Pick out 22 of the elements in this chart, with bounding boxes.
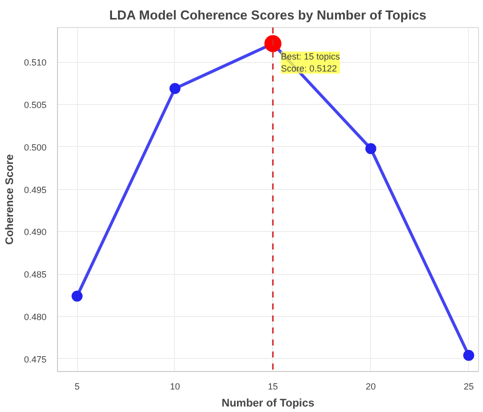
point xyxy=(264,35,282,52)
point xyxy=(169,83,180,94)
x-tick-label: 20 xyxy=(366,382,376,392)
y-axis-title: Coherence Score xyxy=(4,154,16,245)
x-axis-title: Number of Topics xyxy=(222,398,314,410)
x-tick-label: 10 xyxy=(170,382,180,392)
x-tick-label: 15 xyxy=(268,382,278,392)
y-tick-label: 0.480 xyxy=(24,312,47,322)
y-tick-label: 0.475 xyxy=(24,354,47,364)
chart-title: LDA Model Coherence Scores by Number of Topics xyxy=(109,8,426,22)
point xyxy=(72,290,83,302)
y-tick-label: 0.495 xyxy=(24,184,47,195)
y-tick-label: 0.485 xyxy=(24,270,47,280)
y-tick-label: 0.505 xyxy=(24,100,47,110)
x-tick-label: 25 xyxy=(464,382,474,392)
y-tick-label: 0.510 xyxy=(24,58,47,68)
y-tick-label: 0.490 xyxy=(24,227,47,238)
point xyxy=(463,350,474,361)
y-tick-label: 0.500 xyxy=(24,142,47,152)
annotation: Best: 15 topics Score: 0.5122 xyxy=(280,52,340,74)
point xyxy=(365,143,376,154)
x-tick-label: 5 xyxy=(74,382,80,392)
